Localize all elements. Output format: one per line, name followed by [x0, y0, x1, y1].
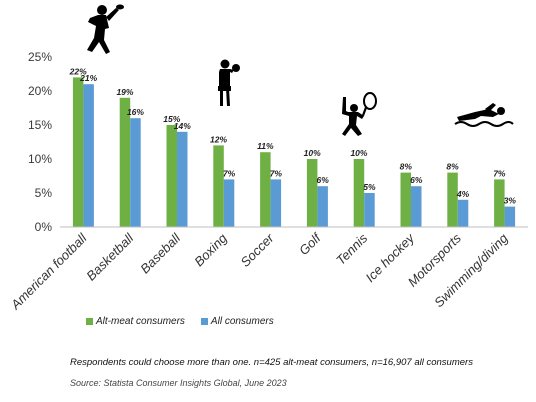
x-tick-label: Golf [296, 230, 324, 258]
x-tick-label: Basketball [83, 230, 137, 284]
bar [504, 206, 516, 227]
bar [223, 179, 235, 227]
football-player-icon [87, 4, 124, 54]
bar [270, 179, 282, 227]
legend-label-all: All consumers [210, 316, 274, 327]
data-label: 21% [79, 73, 97, 83]
legend-item-alt-meat: Alt-meat consumers [86, 316, 185, 327]
bar [119, 97, 131, 227]
bar [494, 179, 505, 227]
bar [177, 131, 188, 227]
x-tick-label: Boxing [191, 230, 230, 269]
y-tick-label: 20% [28, 84, 52, 98]
bar [260, 152, 271, 227]
x-tick-label: American football [7, 230, 90, 313]
bar [213, 145, 224, 227]
bar [130, 118, 141, 227]
bar [400, 172, 411, 227]
data-label: 4% [456, 189, 470, 199]
y-tick-label: 0% [35, 220, 53, 234]
legend-item-all: All consumers [200, 316, 274, 327]
data-label: 7% [493, 168, 506, 178]
bar [457, 199, 469, 227]
x-tick-label: Soccer [237, 230, 277, 270]
data-label: 12% [210, 134, 227, 144]
x-tick-label: Tennis [333, 230, 371, 268]
y-tick-label: 10% [28, 152, 52, 166]
data-label: 8% [400, 162, 413, 172]
legend-swatch-all [200, 318, 208, 325]
bar [317, 186, 328, 227]
boxer-icon [218, 59, 240, 106]
data-label: 5% [363, 182, 376, 192]
swimmer-icon [454, 103, 514, 127]
bar [411, 186, 422, 227]
footnote-note: Respondents could choose more than one. … [70, 357, 473, 368]
data-label: 6% [410, 175, 423, 185]
y-tick-label: 15% [28, 118, 52, 132]
bar [306, 159, 318, 227]
y-axis: 0% 5% 10% 15% 20% 25% [28, 50, 52, 234]
bar [166, 125, 177, 227]
data-label: 15% [163, 114, 180, 124]
x-tick-label: Baseball [137, 230, 184, 277]
y-tick-label: 5% [35, 186, 53, 200]
bar [83, 84, 94, 227]
bar [447, 172, 458, 227]
legend: Alt-meat consumers All consumers [86, 316, 274, 327]
footnote-source: Source: Statista Consumer Insights Globa… [70, 378, 287, 388]
legend-swatch-alt-meat [86, 318, 93, 325]
data-label: 22% [69, 66, 87, 76]
bars: 22%21% 19% 16% 15%14% 12% 7% 11% 7% 10% 6% 10% 5% 8%… [69, 66, 517, 228]
bar [364, 193, 375, 227]
data-label: 7% [223, 168, 236, 178]
data-label: 11% [257, 141, 274, 151]
bar [353, 159, 365, 227]
data-label: 8% [446, 162, 459, 172]
data-label: 3% [504, 196, 517, 206]
data-label: 7% [270, 168, 283, 178]
tennis-player-icon [342, 92, 377, 136]
data-label: 10% [304, 148, 321, 158]
data-label: 10% [350, 148, 367, 158]
data-label: 16% [127, 107, 144, 117]
y-tick-label: 25% [28, 50, 52, 64]
data-label: 6% [317, 175, 330, 185]
bar [72, 77, 84, 228]
legend-label-alt-meat: Alt-meat consumers [96, 316, 185, 327]
data-label: 19% [116, 87, 133, 97]
data-label: 14% [174, 121, 191, 131]
